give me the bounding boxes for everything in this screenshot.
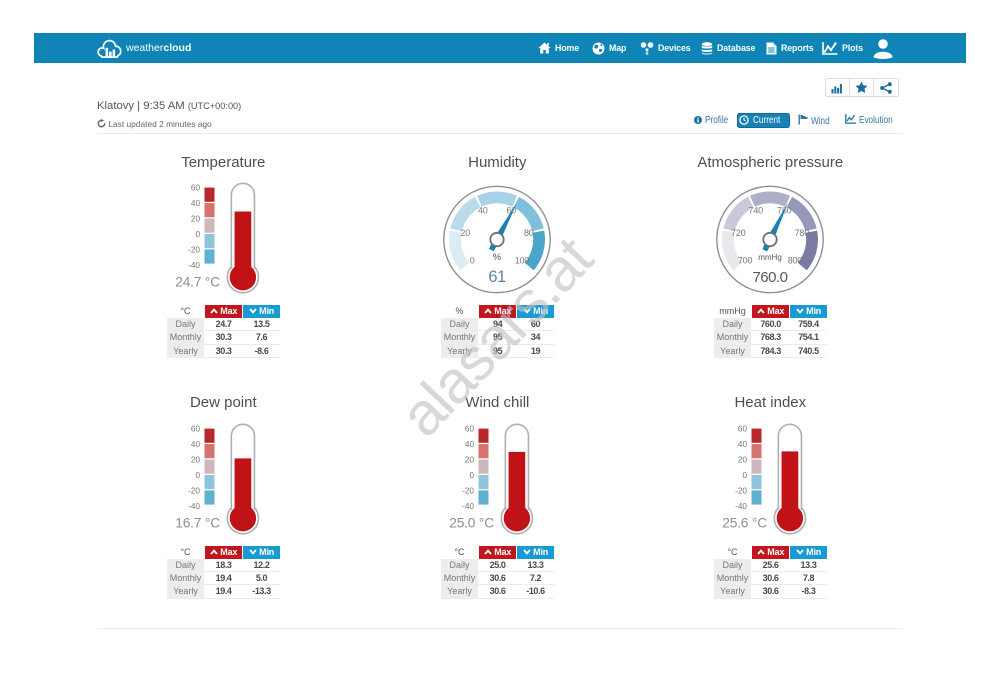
svg-text:740: 740 (749, 205, 764, 215)
svg-text:-20: -20 (188, 245, 200, 254)
svg-text:20: 20 (191, 455, 201, 464)
svg-text:60: 60 (191, 424, 201, 433)
svg-text:20: 20 (461, 228, 471, 238)
svg-text:40: 40 (191, 440, 201, 449)
svg-text:24.7 °C: 24.7 °C (176, 275, 221, 290)
svg-text:-40: -40 (462, 501, 474, 510)
svg-text:20: 20 (191, 215, 201, 224)
svg-text:-20: -20 (735, 486, 747, 495)
svg-text:16.7 °C: 16.7 °C (176, 515, 221, 530)
svg-text:0: 0 (470, 470, 475, 479)
svg-text:0: 0 (743, 470, 748, 479)
svg-text:40: 40 (191, 199, 201, 208)
svg-text:800: 800 (788, 256, 803, 266)
svg-text:60: 60 (507, 205, 517, 215)
svg-text:40: 40 (465, 440, 475, 449)
svg-text:60: 60 (738, 424, 748, 433)
svg-text:61: 61 (489, 268, 507, 286)
svg-text:-40: -40 (188, 501, 200, 510)
svg-text:25.6 °C: 25.6 °C (723, 515, 768, 530)
svg-text:100: 100 (515, 256, 530, 266)
svg-text:-40: -40 (735, 501, 747, 510)
svg-text:-20: -20 (462, 486, 474, 495)
svg-text:760.0: 760.0 (753, 269, 788, 286)
svg-text:-20: -20 (188, 486, 200, 495)
svg-text:700: 700 (738, 256, 753, 266)
svg-text:0: 0 (196, 470, 201, 479)
svg-text:40: 40 (478, 205, 488, 215)
svg-text:0: 0 (470, 256, 475, 266)
svg-text:720: 720 (731, 228, 746, 238)
svg-text:%: % (493, 252, 502, 263)
svg-text:60: 60 (191, 184, 201, 193)
svg-text:80: 80 (524, 228, 534, 238)
svg-text:25.0 °C: 25.0 °C (450, 515, 495, 530)
svg-text:780: 780 (795, 228, 810, 238)
svg-text:20: 20 (465, 455, 475, 464)
svg-text:20: 20 (738, 455, 748, 464)
svg-text:0: 0 (196, 230, 201, 239)
svg-text:-40: -40 (188, 261, 200, 270)
svg-text:mmHg: mmHg (759, 253, 783, 262)
svg-text:40: 40 (738, 440, 748, 449)
svg-text:60: 60 (465, 424, 475, 433)
